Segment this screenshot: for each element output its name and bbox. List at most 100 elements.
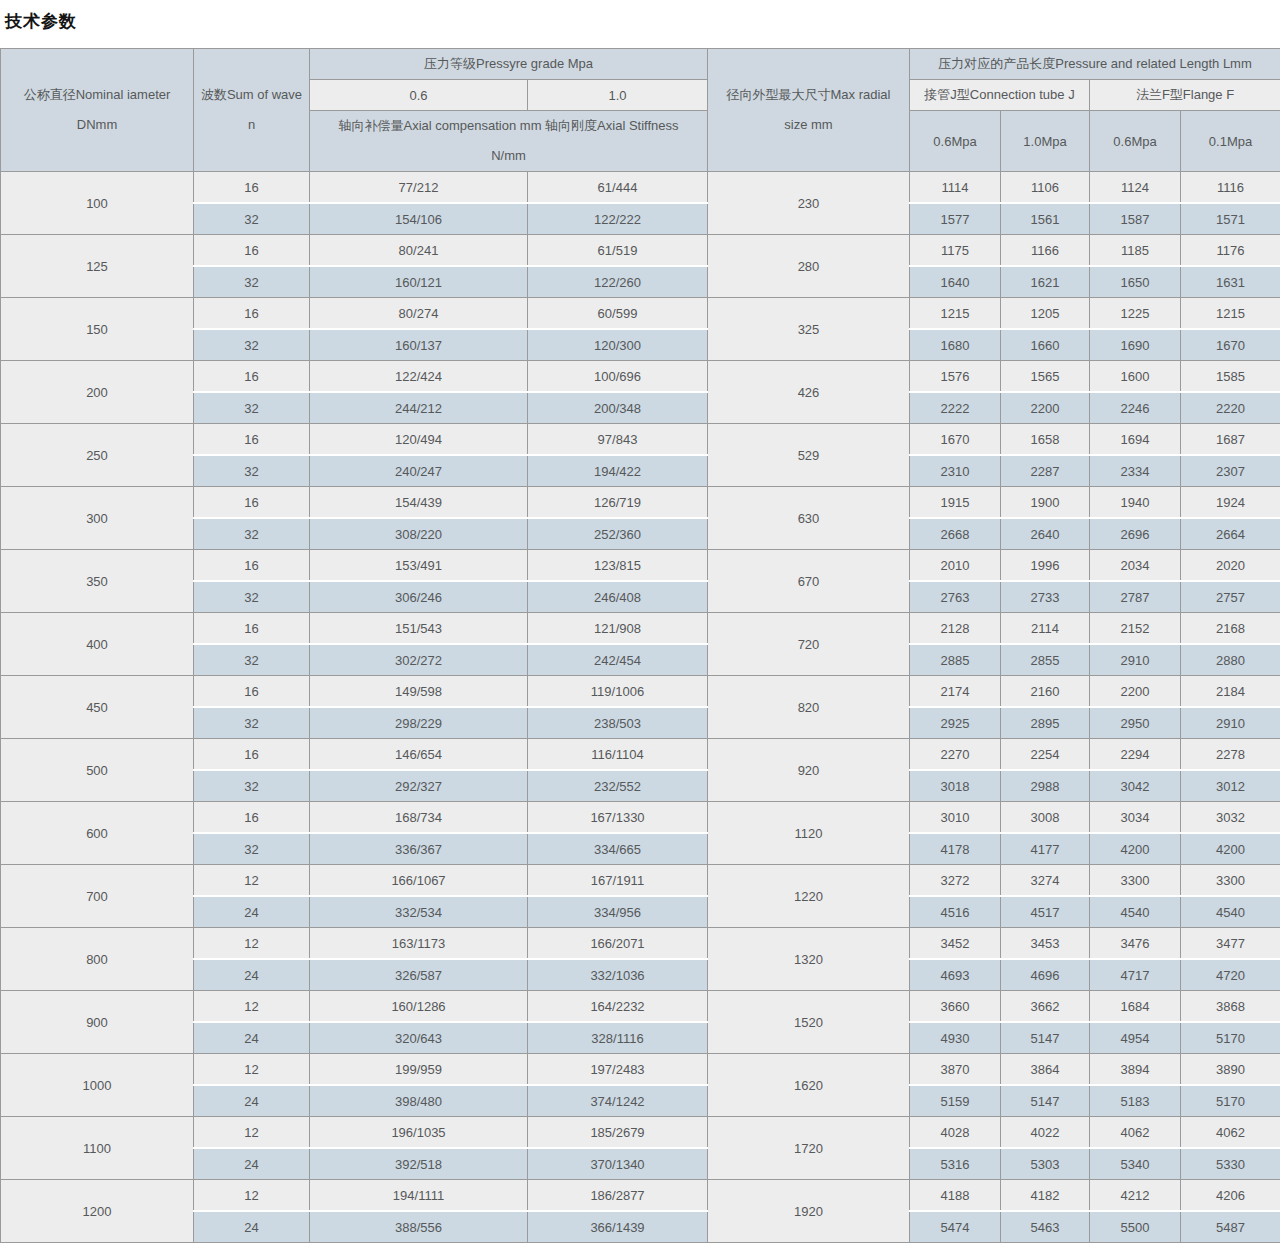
length-cell-1: 1996 (1001, 550, 1090, 582)
table-row: 45016149/598119/10068202174216022002184 (1, 676, 1280, 708)
axial-06-cell: 80/241 (310, 235, 528, 267)
axial-06-cell: 336/367 (310, 833, 528, 865)
length-cell-1: 1621 (1001, 266, 1090, 298)
length-cell-2: 1587 (1090, 203, 1181, 235)
col-header-wave-count: 波数Sum of wave n (194, 49, 310, 172)
length-cell-3: 3477 (1181, 928, 1280, 960)
axial-06-cell: 149/598 (310, 676, 528, 708)
length-cell-2: 3042 (1090, 770, 1181, 802)
length-cell-0: 5316 (910, 1148, 1001, 1180)
length-cell-3: 1924 (1181, 487, 1280, 519)
length-cell-3: 2880 (1181, 644, 1280, 676)
axial-10-cell: 242/454 (528, 644, 708, 676)
length-cell-1: 1561 (1001, 203, 1090, 235)
axial-06-cell: 332/534 (310, 896, 528, 928)
dn-cell: 1200 (1, 1180, 194, 1243)
table-row: 110012196/1035185/2679172040284022406240… (1, 1117, 1280, 1149)
axial-06-cell: 160/137 (310, 329, 528, 361)
axial-10-cell: 120/300 (528, 329, 708, 361)
radial-size-cell: 230 (708, 172, 910, 235)
axial-06-cell: 292/327 (310, 770, 528, 802)
col-header-max-radial-size-line1: 径向外型最大尺寸Max radial (710, 80, 907, 110)
col-header-axial-line2: N/mm (312, 141, 705, 171)
axial-10-cell: 123/815 (528, 550, 708, 582)
length-cell-2: 1600 (1090, 361, 1181, 393)
table-row: 90012160/1286164/22321520366036621684386… (1, 991, 1280, 1023)
length-cell-0: 4178 (910, 833, 1001, 865)
length-cell-3: 3012 (1181, 770, 1280, 802)
length-cell-2: 1684 (1090, 991, 1181, 1023)
dn-cell: 450 (1, 676, 194, 739)
length-cell-0: 3870 (910, 1054, 1001, 1086)
length-cell-0: 5159 (910, 1085, 1001, 1117)
length-cell-3: 3868 (1181, 991, 1280, 1023)
axial-10-cell: 238/503 (528, 707, 708, 739)
axial-06-cell: 146/654 (310, 739, 528, 771)
table-row: 1501680/27460/5993251215120512251215 (1, 298, 1280, 330)
length-cell-3: 4200 (1181, 833, 1280, 865)
axial-10-cell: 116/1104 (528, 739, 708, 771)
length-cell-3: 5170 (1181, 1085, 1280, 1117)
axial-10-cell: 167/1330 (528, 802, 708, 834)
table-row: 1251680/24161/5192801175116611851176 (1, 235, 1280, 267)
length-cell-3: 1687 (1181, 424, 1280, 456)
length-cell-3: 2910 (1181, 707, 1280, 739)
length-cell-2: 2246 (1090, 392, 1181, 424)
length-cell-2: 3300 (1090, 865, 1181, 897)
axial-06-cell: 163/1173 (310, 928, 528, 960)
table-row: 35016153/491123/8156702010199620342020 (1, 550, 1280, 582)
col-header-axial-line1: 轴向补偿量Axial compensation mm 轴向刚度Axial Sti… (312, 111, 705, 141)
table-body: 1001677/21261/44423011141106112411163215… (1, 172, 1280, 1243)
axial-10-cell: 100/696 (528, 361, 708, 393)
axial-06-cell: 302/272 (310, 644, 528, 676)
axial-10-cell: 97/843 (528, 424, 708, 456)
length-cell-3: 1631 (1181, 266, 1280, 298)
axial-06-cell: 298/229 (310, 707, 528, 739)
radial-size-cell: 1120 (708, 802, 910, 865)
length-cell-0: 1114 (910, 172, 1001, 204)
axial-06-cell: 122/424 (310, 361, 528, 393)
wave-count-cell: 24 (194, 1022, 310, 1054)
wave-count-cell: 12 (194, 1054, 310, 1086)
radial-size-cell: 1620 (708, 1054, 910, 1117)
length-cell-1: 2733 (1001, 581, 1090, 613)
radial-size-cell: 630 (708, 487, 910, 550)
wave-count-cell: 16 (194, 613, 310, 645)
length-cell-0: 3660 (910, 991, 1001, 1023)
col-header-axial-compensation-stiffness: 轴向补偿量Axial compensation mm 轴向刚度Axial Sti… (310, 111, 708, 172)
dn-cell: 800 (1, 928, 194, 991)
table-row: 25016120/49497/8435291670165816941687 (1, 424, 1280, 456)
axial-10-cell: 186/2877 (528, 1180, 708, 1212)
dn-cell: 1100 (1, 1117, 194, 1180)
axial-06-cell: 153/491 (310, 550, 528, 582)
axial-10-cell: 366/1439 (528, 1211, 708, 1243)
length-cell-0: 1175 (910, 235, 1001, 267)
length-cell-1: 2640 (1001, 518, 1090, 550)
axial-10-cell: 252/360 (528, 518, 708, 550)
length-cell-3: 4206 (1181, 1180, 1280, 1212)
axial-10-cell: 61/444 (528, 172, 708, 204)
table-row: 100012199/959197/24831620387038643894389… (1, 1054, 1280, 1086)
technical-parameters-table: 公称直径Nominal iameter DNmm 波数Sum of wave n… (0, 48, 1280, 1243)
axial-06-cell: 160/1286 (310, 991, 528, 1023)
length-cell-3: 4540 (1181, 896, 1280, 928)
length-cell-3: 2184 (1181, 676, 1280, 708)
axial-06-cell: 166/1067 (310, 865, 528, 897)
axial-10-cell: 185/2679 (528, 1117, 708, 1149)
axial-06-cell: 388/556 (310, 1211, 528, 1243)
dn-cell: 250 (1, 424, 194, 487)
axial-10-cell: 197/2483 (528, 1054, 708, 1086)
axial-06-cell: 77/212 (310, 172, 528, 204)
axial-06-cell: 326/587 (310, 959, 528, 991)
col-header-nominal-diameter-line1: 公称直径Nominal iameter (3, 80, 191, 110)
wave-count-cell: 16 (194, 424, 310, 456)
wave-count-cell: 16 (194, 550, 310, 582)
axial-10-cell: 126/719 (528, 487, 708, 519)
radial-size-cell: 529 (708, 424, 910, 487)
length-cell-1: 1106 (1001, 172, 1090, 204)
length-cell-1: 2855 (1001, 644, 1090, 676)
axial-10-cell: 164/2232 (528, 991, 708, 1023)
length-cell-3: 2757 (1181, 581, 1280, 613)
length-cell-0: 4693 (910, 959, 1001, 991)
length-cell-2: 1940 (1090, 487, 1181, 519)
